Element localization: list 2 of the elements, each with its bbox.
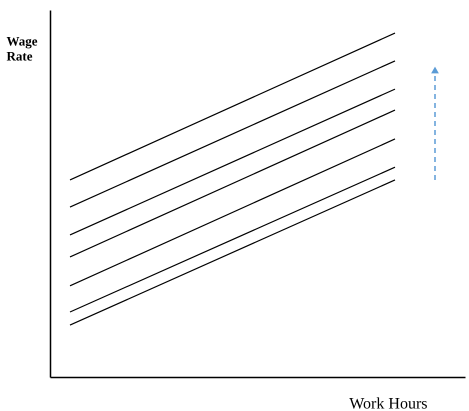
y-axis-title: Wage Rate: [6, 34, 38, 64]
x-axis-title: Work Hours: [349, 396, 428, 411]
